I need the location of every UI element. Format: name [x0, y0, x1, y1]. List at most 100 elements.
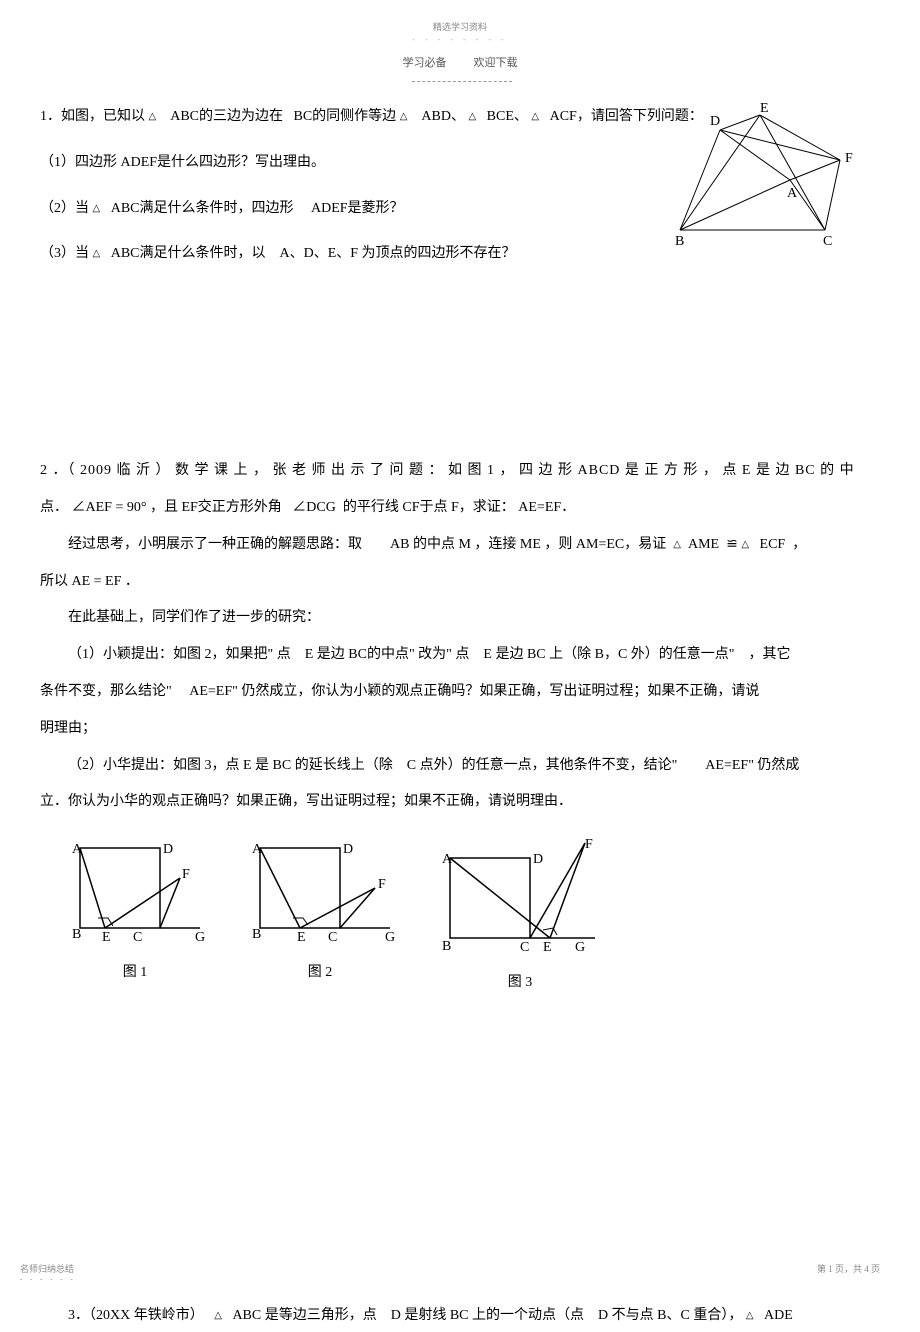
svg-text:G: G	[385, 930, 395, 945]
svg-text:A: A	[72, 842, 83, 857]
q1-s2-b: ABC满足什么条件时，四边形	[111, 201, 294, 216]
q1-l1-a: 1．如图，已知以	[40, 109, 145, 124]
triangle-icon: △	[214, 1310, 222, 1321]
q2-l7-b: AE=EF" 仍然成立，你认为小颖的观点正确吗？如果正确，写出证明过程；如果不正…	[189, 684, 759, 699]
q2-line6: （1）小颖提出：如图 2，如果把" 点 E 是边 BC的中点" 改为" 点 E …	[40, 640, 880, 671]
q2-l9-b: C 点外）的任意一点，其他条件不变，结论"	[407, 758, 678, 773]
svg-text:E: E	[297, 930, 306, 945]
figure-3: A D B C E G F 图 3	[430, 838, 610, 991]
spacer2	[40, 991, 880, 1301]
q2-l6-c: E 是边 BC 上（除 B，C 外）的任意一点"	[483, 647, 734, 662]
svg-text:F: F	[585, 838, 593, 852]
svg-text:A: A	[442, 852, 453, 867]
q2-l2-a: 点．	[40, 500, 68, 515]
footer-dots: - - - - - -	[20, 1275, 76, 1283]
fig1-caption: 图 1	[60, 961, 210, 981]
figure3-svg: A D B C E G F	[430, 838, 610, 958]
svg-text:B: B	[252, 927, 261, 942]
q2-line2: 点． ∠AEF = 90° ，且 EF交正方形外角 ∠DCG 的平行线 CF于点…	[40, 493, 880, 524]
svg-text:E: E	[543, 940, 552, 955]
q2-l3-e: ECF	[760, 537, 786, 552]
triangle-icon: △	[673, 539, 681, 550]
triangle-icon: △	[746, 1310, 754, 1321]
q2-line3: 经过思考，小明展示了一种正确的解题思路：取 AB 的中点 M ，连接 ME ，则…	[40, 530, 880, 561]
q1-s2-c: ADEF是菱形？	[311, 201, 404, 216]
q2-l6-b: E 是边 BC的中点" 改为" 点	[305, 647, 470, 662]
svg-text:F: F	[378, 877, 386, 892]
q2-line8: 明理由；	[40, 714, 880, 745]
figure-2: A D B E C G F 图 2	[240, 838, 400, 991]
triangle-icon: △	[93, 248, 101, 259]
q2-line9: （2）小华提出：如图 3，点 E 是 BC 的延长线上（除 C 点外）的任意一点…	[40, 751, 880, 782]
triangle-icon: △	[468, 111, 476, 122]
q2-line1: 2 ．（ 2009 临 沂 ） 数 学 课 上 ， 张 老 师 出 示 了 问 …	[40, 456, 880, 487]
q1-s3-c: A、D、E、F 为顶点的四边形不存在？	[280, 246, 516, 261]
fig2-caption: 图 2	[240, 961, 400, 981]
triangle-icon: △	[400, 111, 408, 122]
q1-s3-a: （3）当	[40, 246, 89, 261]
triangle-icon: △	[531, 111, 539, 122]
q2-line5: 在此基础上，同学们作了进一步的研究：	[40, 603, 880, 634]
q2-line4: 所以 AE = EF ．	[40, 567, 880, 598]
svg-text:A: A	[252, 842, 263, 857]
q3-l1-d: D 不与点 B、C 重合），	[598, 1308, 742, 1323]
footer-left-text: 名师归纳总结	[20, 1264, 74, 1274]
q2-line7: 条件不变，那么结论" AE=EF" 仍然成立，你认为小颖的观点正确吗？如果正确，…	[40, 677, 880, 708]
figure2-svg: A D B E C G F	[240, 838, 400, 948]
header-sub-left: 学习必备	[403, 57, 447, 69]
label-C: C	[823, 234, 832, 249]
q2-l3-b: AB 的中点 M ，连接 ME ，则 AM=EC，易证	[390, 537, 666, 552]
q2-l7-a: 条件不变，那么结论"	[40, 684, 172, 699]
svg-text:G: G	[195, 930, 205, 945]
svg-text:D: D	[533, 852, 543, 867]
q1-l1-e: BCE、	[487, 109, 528, 124]
spacer	[40, 276, 880, 456]
q2-l3-c: AME	[688, 537, 719, 552]
q2-l2-b: ∠AEF = 90°	[72, 500, 147, 515]
label-A: A	[787, 186, 798, 201]
label-B: B	[675, 234, 684, 249]
svg-text:B: B	[442, 939, 451, 954]
header-tiny: 精选学习资料	[40, 20, 880, 33]
footer-left: 名师归纳总结 - - - - - -	[20, 1262, 76, 1283]
q1-s2-a: （2）当	[40, 201, 89, 216]
svg-text:D: D	[163, 842, 173, 857]
triangle-icon: △	[93, 202, 101, 213]
q2-l2-e: 的平行线 CF于点 F，求证： AE=EF．	[343, 500, 575, 515]
header-dots: - - - - - - - -	[40, 35, 880, 44]
q2-l3-a: 经过思考，小明展示了一种正确的解题思路：取	[68, 537, 362, 552]
q2-l6-a: （1）小颖提出：如图 2，如果把" 点	[68, 647, 291, 662]
footer-right: 第 1 页，共 4 页	[817, 1262, 880, 1283]
q3-l1-a: 3．（20XX 年铁岭市）	[68, 1308, 204, 1323]
svg-text:C: C	[133, 930, 142, 945]
label-E: E	[760, 101, 769, 116]
q3-line1: 3．（20XX 年铁岭市） △ ABC 是等边三角形，点 D 是射线 BC 上的…	[40, 1301, 880, 1332]
q3-l1-b: ABC 是等边三角形，点	[232, 1308, 376, 1323]
q2-l9-c: AE=EF" 仍然成	[705, 758, 799, 773]
label-F: F	[845, 151, 853, 166]
svg-text:F: F	[182, 867, 190, 882]
figure1-svg: A D B E C G F	[60, 838, 210, 948]
q1-l1-b: ABC的三边为边在	[170, 109, 283, 124]
q2-l2-d: ∠DCG	[292, 500, 336, 515]
q3-l1-c: D 是射线 BC 上的一个动点（点	[391, 1308, 584, 1323]
triangle-icon: △	[741, 539, 749, 550]
header-sub-right: 欢迎下载	[474, 57, 518, 69]
svg-text:C: C	[328, 930, 337, 945]
q2-l2-c: ，且 EF交正方形外角	[150, 500, 282, 515]
q2-line10: 立．你认为小华的观点正确吗？如果正确，写出证明过程；如果不正确，请说明理由．	[40, 787, 880, 818]
q2-l3-f: ，	[792, 537, 806, 552]
diagram-q1: B C A D E F	[660, 100, 860, 250]
footer: 名师归纳总结 - - - - - - 第 1 页，共 4 页	[20, 1262, 880, 1283]
svg-text:G: G	[575, 940, 585, 955]
q2-l6-d: ，其它	[749, 647, 791, 662]
svg-text:E: E	[102, 930, 111, 945]
q2-l9-a: （2）小华提出：如图 3，点 E 是 BC 的延长线上（除	[68, 758, 393, 773]
figures-row: A D B E C G F 图 1 A D B E C	[60, 838, 880, 991]
label-D: D	[710, 114, 720, 129]
q1-l1-c: BC的同侧作等边	[294, 109, 397, 124]
svg-text:D: D	[343, 842, 353, 857]
header-underline	[412, 81, 512, 82]
triangle-icon: △	[149, 111, 157, 122]
svg-text:B: B	[72, 927, 81, 942]
